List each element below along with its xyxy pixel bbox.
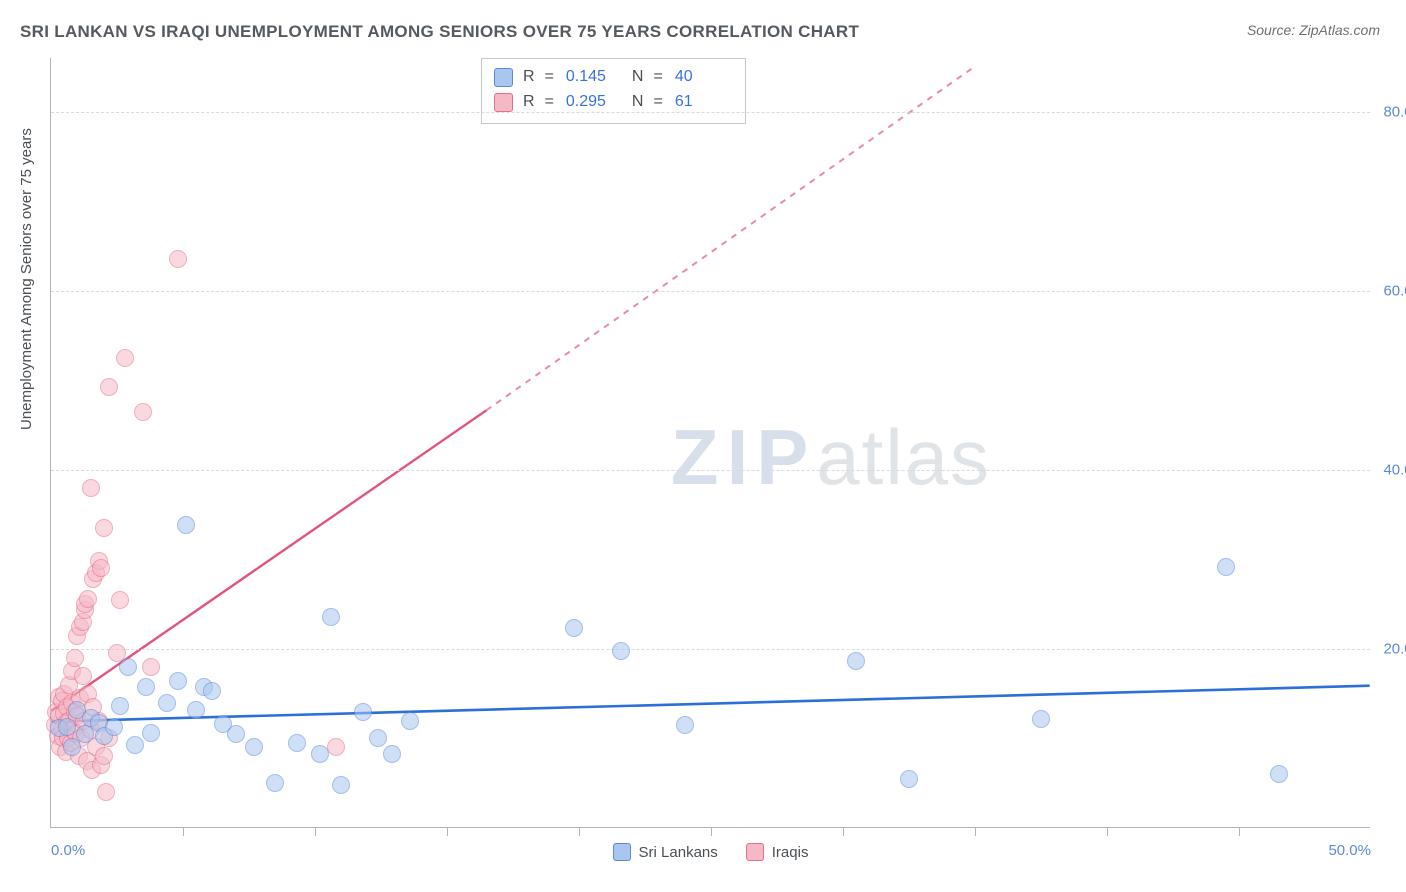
x-tick — [975, 827, 976, 836]
x-tick — [579, 827, 580, 836]
data-point — [227, 725, 245, 743]
data-point — [111, 697, 129, 715]
y-tick-label: 20.0% — [1383, 640, 1406, 657]
data-point — [169, 250, 187, 268]
gridline — [51, 470, 1370, 471]
data-point — [169, 672, 187, 690]
data-point — [126, 736, 144, 754]
data-point — [612, 642, 630, 660]
source-attribution: Source: ZipAtlas.com — [1247, 22, 1380, 38]
x-tick — [711, 827, 712, 836]
data-point — [134, 403, 152, 421]
data-point — [900, 770, 918, 788]
y-tick-label: 60.0% — [1383, 282, 1406, 299]
data-point — [847, 652, 865, 670]
legend-label-sri-lankans: Sri Lankans — [639, 844, 718, 861]
y-tick-label: 80.0% — [1383, 103, 1406, 120]
x-tick — [1239, 827, 1240, 836]
x-tick — [1107, 827, 1108, 836]
data-point — [383, 745, 401, 763]
trend-line — [51, 686, 1369, 722]
data-point — [327, 738, 345, 756]
data-point — [565, 619, 583, 637]
stat-N-label: N — [632, 65, 644, 90]
data-point — [142, 658, 160, 676]
data-point — [116, 349, 134, 367]
data-point — [676, 716, 694, 734]
data-point — [142, 724, 160, 742]
data-point — [1270, 765, 1288, 783]
data-point — [177, 516, 195, 534]
data-point — [311, 745, 329, 763]
stats-swatch-sri-lankans — [494, 68, 513, 87]
trend-line — [51, 410, 486, 710]
data-point — [63, 738, 81, 756]
data-point — [111, 591, 129, 609]
gridline — [51, 112, 1370, 113]
legend-label-iraqis: Iraqis — [772, 844, 809, 861]
legend-swatch-sri-lankans — [613, 843, 631, 861]
data-point — [332, 776, 350, 794]
correlation-chart: SRI LANKAN VS IRAQI UNEMPLOYMENT AMONG S… — [0, 0, 1406, 892]
x-tick — [447, 827, 448, 836]
x-tick-label: 50.0% — [1328, 842, 1371, 859]
data-point — [322, 608, 340, 626]
data-point — [1217, 558, 1235, 576]
data-point — [245, 738, 263, 756]
watermark-bold: ZIP — [671, 413, 816, 501]
series-legend: Sri Lankans Iraqis — [613, 843, 809, 861]
data-point — [266, 774, 284, 792]
data-point — [79, 590, 97, 608]
chart-title: SRI LANKAN VS IRAQI UNEMPLOYMENT AMONG S… — [20, 22, 859, 42]
legend-item-iraqis: Iraqis — [746, 843, 809, 861]
data-point — [137, 678, 155, 696]
gridline — [51, 649, 1370, 650]
data-point — [119, 658, 137, 676]
y-axis-label: Unemployment Among Seniors over 75 years — [18, 128, 35, 430]
stat-eq: = — [545, 65, 554, 90]
x-tick — [315, 827, 316, 836]
data-point — [354, 703, 372, 721]
data-point — [187, 701, 205, 719]
svg-overlay — [51, 58, 1370, 827]
stat-R-value-sri-lankans: 0.145 — [566, 65, 616, 90]
watermark-light: atlas — [816, 413, 991, 501]
x-tick-label: 0.0% — [51, 842, 85, 859]
stats-swatch-iraqis — [494, 93, 513, 112]
data-point — [401, 712, 419, 730]
stat-N-value-sri-lankans: 40 — [675, 65, 725, 90]
data-point — [369, 729, 387, 747]
legend-item-sri-lankans: Sri Lankans — [613, 843, 718, 861]
stat-eq: = — [653, 65, 662, 90]
x-tick — [843, 827, 844, 836]
legend-swatch-iraqis — [746, 843, 764, 861]
data-point — [58, 718, 76, 736]
data-point — [288, 734, 306, 752]
plot-area: ZIPatlas R = 0.145 N = 40 R = 0.295 N = … — [50, 58, 1370, 828]
data-point — [82, 479, 100, 497]
data-point — [105, 718, 123, 736]
data-point — [97, 783, 115, 801]
data-point — [1032, 710, 1050, 728]
data-point — [95, 747, 113, 765]
stats-row-sri-lankans: R = 0.145 N = 40 — [494, 65, 731, 90]
data-point — [92, 559, 110, 577]
gridline — [51, 291, 1370, 292]
data-point — [100, 378, 118, 396]
data-point — [158, 694, 176, 712]
watermark: ZIPatlas — [671, 412, 991, 503]
x-tick — [183, 827, 184, 836]
data-point — [203, 682, 221, 700]
stats-legend-box: R = 0.145 N = 40 R = 0.295 N = 61 — [481, 58, 746, 124]
y-tick-label: 40.0% — [1383, 461, 1406, 478]
data-point — [74, 667, 92, 685]
stat-R-label: R — [523, 65, 535, 90]
data-point — [66, 649, 84, 667]
data-point — [95, 519, 113, 537]
